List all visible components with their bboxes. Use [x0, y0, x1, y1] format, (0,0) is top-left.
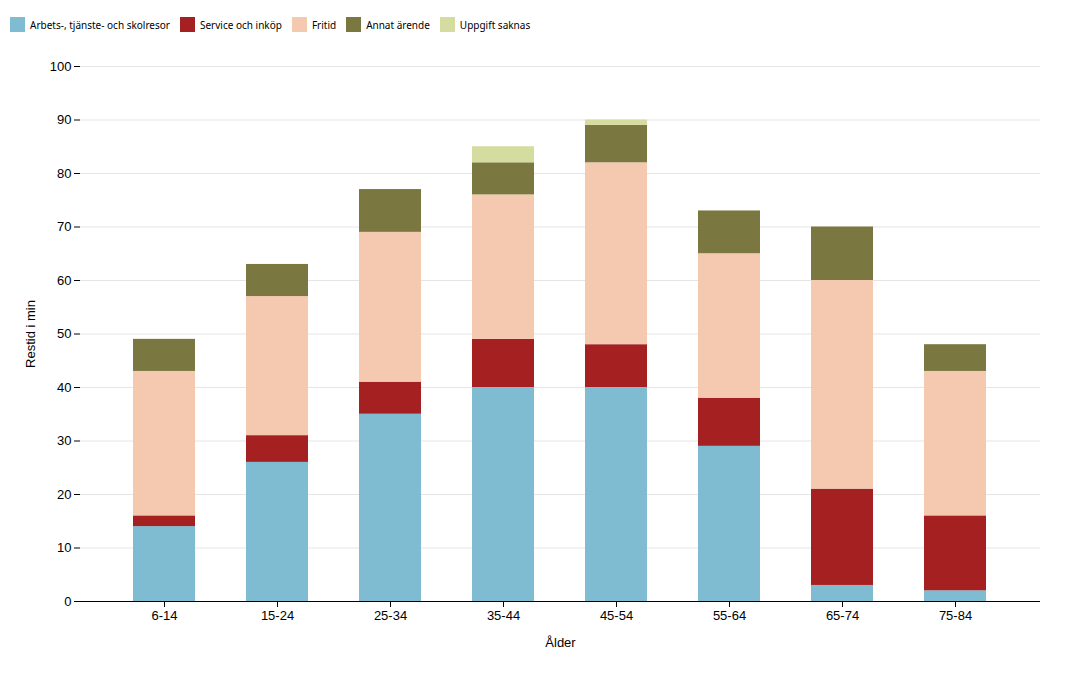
svg-text:30: 30	[57, 433, 71, 448]
svg-text:6-14: 6-14	[151, 608, 177, 623]
html-text:Uppgift saknas: Uppgift saknas	[459, 17, 531, 32]
html-text:Service och inköp: Service och inköp	[200, 17, 282, 32]
svg-text:Restid i min: Restid i min	[23, 300, 38, 368]
svg-text:80: 80	[57, 166, 71, 181]
svg-text:Ålder: Ålder	[545, 635, 576, 650]
svg-text:55-64: 55-64	[713, 608, 746, 623]
svg-text:25-34: 25-34	[374, 608, 407, 623]
svg-text:100: 100	[50, 59, 72, 74]
svg-text:35-44: 35-44	[487, 608, 520, 623]
svg-text:60: 60	[57, 273, 71, 288]
svg-text:90: 90	[57, 112, 71, 127]
svg-text:50: 50	[57, 326, 71, 341]
svg-text:75-84: 75-84	[939, 608, 972, 623]
svg-text:65-74: 65-74	[826, 608, 859, 623]
svg-text:40: 40	[57, 380, 71, 395]
svg-text:15-24: 15-24	[261, 608, 294, 623]
html-text:Fritid: Fritid	[311, 17, 337, 32]
html-text:Annat ärende: Annat ärende	[366, 17, 430, 32]
svg-text:0: 0	[64, 594, 71, 609]
html-text:Arbets-, tjänste- och skolreso: Arbets-, tjänste- och skolresor	[30, 17, 170, 32]
svg-text:10: 10	[57, 540, 71, 555]
svg-text:70: 70	[57, 219, 71, 234]
svg-text:45-54: 45-54	[600, 608, 633, 623]
svg-text:20: 20	[57, 487, 71, 502]
